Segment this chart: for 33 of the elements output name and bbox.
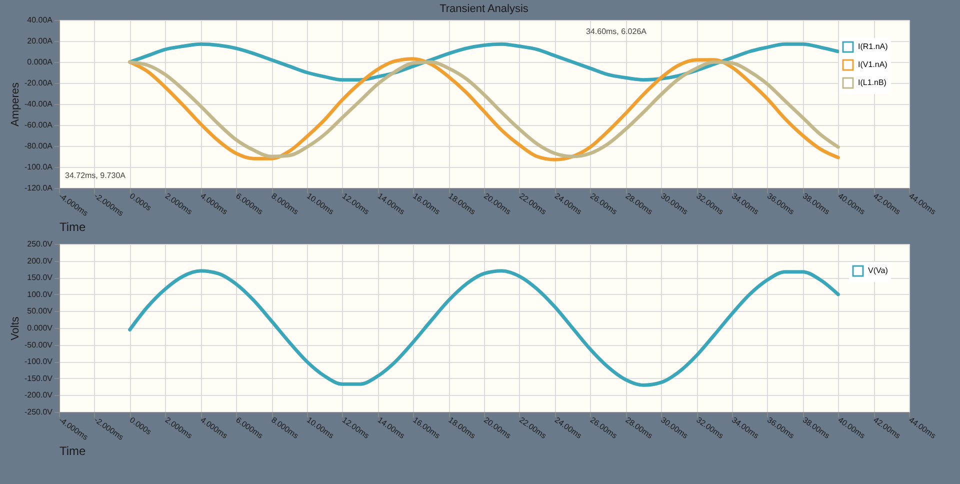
- x-axis-title: Time: [60, 220, 86, 234]
- y-tick-label: 200.0V: [27, 256, 54, 266]
- y-tick-label: 100.0V: [27, 290, 54, 299]
- y-tick-label: 150.0V: [27, 273, 54, 282]
- line-series: [128, 269, 840, 387]
- legend-label: I(V1.nA): [858, 60, 888, 69]
- y-axis-title: Volts: [9, 316, 22, 340]
- y-tick-label: -100.0A: [24, 162, 54, 172]
- y-tick-label: -20.00A: [24, 78, 54, 88]
- y-tick-label: 250.0V: [27, 240, 54, 248]
- y-tick-label: -120.0A: [24, 184, 54, 192]
- legend-label: I(L1.nB): [858, 78, 887, 87]
- y-tick-label: -40.00A: [24, 100, 54, 108]
- annotation: 34.72ms, 9.730A: [65, 171, 126, 180]
- y-tick-label: 0.000V: [27, 324, 54, 332]
- y-tick-label: -50.00V: [24, 340, 54, 350]
- y-tick-label: -200.0V: [24, 390, 54, 400]
- y-tick-label: -60.00A: [24, 120, 54, 130]
- y-axis-title: Amperes: [9, 82, 22, 127]
- y-tick-label: -250.0V: [24, 408, 54, 416]
- line-series: [128, 42, 840, 82]
- y-tick-label: -150.0V: [24, 374, 54, 383]
- legend-label: I(R1.nA): [858, 42, 888, 51]
- annotation: 34.60ms, 6.026A: [586, 27, 648, 36]
- y-tick-label: 50.00V: [27, 306, 54, 316]
- y-tick-label: -100.0V: [24, 357, 54, 366]
- x-axis-title: Time: [60, 444, 86, 458]
- y-tick-label: -80.00A: [24, 142, 54, 150]
- y-tick-label: 20.00A: [27, 36, 54, 46]
- chart-title: Transient Analysis: [440, 3, 529, 15]
- y-tick-label: 0.000A: [27, 58, 54, 66]
- legend-label: V(Va): [868, 266, 888, 275]
- y-tick-label: 40.00A: [27, 16, 54, 24]
